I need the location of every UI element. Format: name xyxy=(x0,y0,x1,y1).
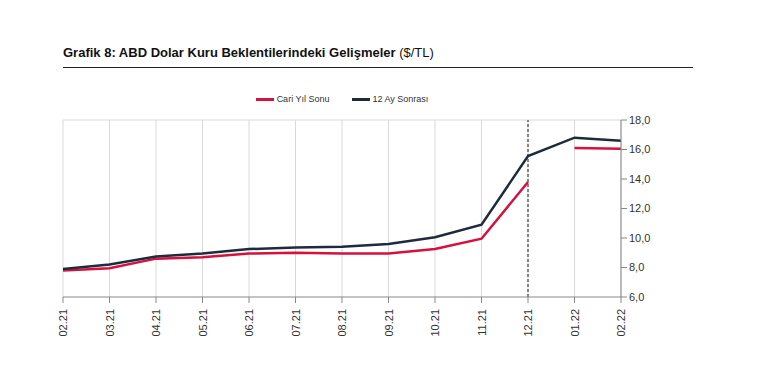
html-text:12 Ay Sonrası: 12 Ay Sonrası xyxy=(372,94,429,104)
svg-text:11.21: 11.21 xyxy=(476,309,488,336)
svg-text:01.22: 01.22 xyxy=(569,309,581,337)
svg-text:05.21: 05.21 xyxy=(197,309,209,337)
svg-text:10.21: 10.21 xyxy=(429,309,441,337)
html-text:Cari Yıl Sonu: Cari Yıl Sonu xyxy=(276,94,330,104)
svg-text:02.21: 02.21 xyxy=(57,309,69,337)
svg-text:06.21: 06.21 xyxy=(243,309,255,337)
svg-text:12.21: 12.21 xyxy=(522,309,534,337)
svg-text:14,0: 14,0 xyxy=(629,173,650,185)
svg-text:6,0: 6,0 xyxy=(629,291,644,303)
svg-text:18,0: 18,0 xyxy=(629,114,650,126)
svg-text:12,0: 12,0 xyxy=(629,202,650,214)
svg-text:09.21: 09.21 xyxy=(383,309,395,337)
svg-text:03.21: 03.21 xyxy=(104,309,116,337)
svg-text:10,0: 10,0 xyxy=(629,232,650,244)
svg-text:16,0: 16,0 xyxy=(629,143,650,155)
html-text:Grafik 8: ABD Dolar Kuru Bekle: Grafik 8: ABD Dolar Kuru Beklentilerinde… xyxy=(63,45,434,60)
svg-text:04.21: 04.21 xyxy=(150,309,162,337)
svg-text:08.21: 08.21 xyxy=(336,309,348,337)
svg-text:8,0: 8,0 xyxy=(629,261,644,273)
svg-text:07.21: 07.21 xyxy=(290,309,302,337)
svg-text:02.22: 02.22 xyxy=(615,309,627,337)
